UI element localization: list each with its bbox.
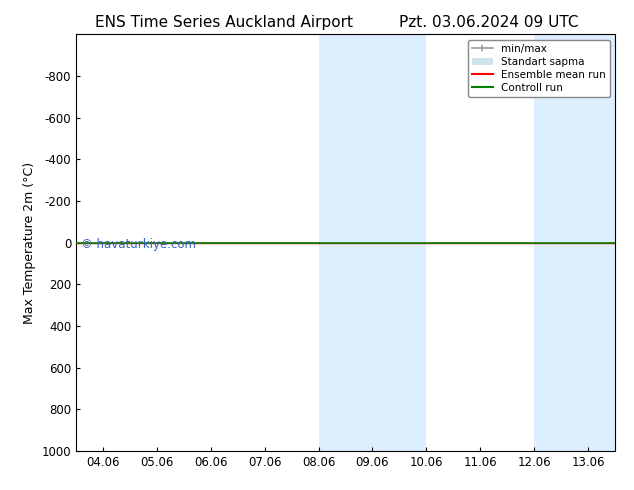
Bar <box>319 34 373 451</box>
Text: © havaturkiye.com: © havaturkiye.com <box>81 238 197 251</box>
Y-axis label: Max Temperature 2m (°C): Max Temperature 2m (°C) <box>23 162 36 323</box>
Bar <box>534 34 588 451</box>
Bar <box>373 34 426 451</box>
Text: ENS Time Series Auckland Airport: ENS Time Series Auckland Airport <box>95 15 353 30</box>
Text: Pzt. 03.06.2024 09 UTC: Pzt. 03.06.2024 09 UTC <box>399 15 579 30</box>
Legend: min/max, Standart sapma, Ensemble mean run, Controll run: min/max, Standart sapma, Ensemble mean r… <box>467 40 610 97</box>
Bar <box>588 34 615 451</box>
